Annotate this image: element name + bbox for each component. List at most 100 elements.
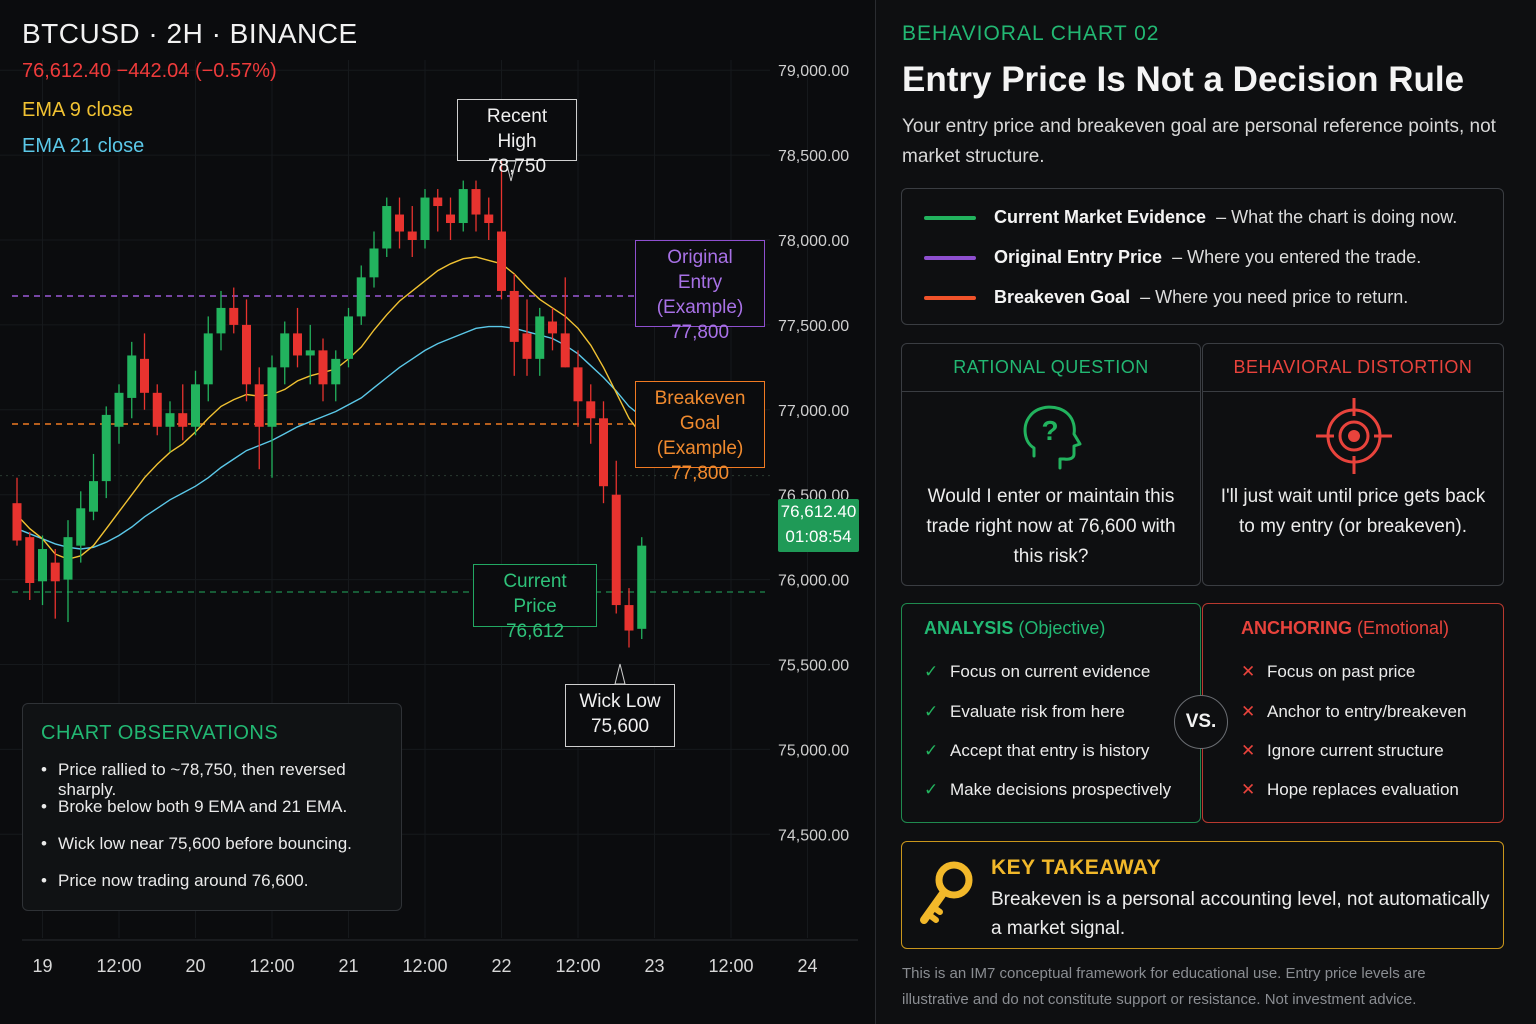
candle-up	[356, 277, 366, 317]
orange-line-swatch	[924, 296, 976, 301]
y-tick-label: 75,000.00	[778, 742, 849, 759]
anchoring-item: ✕ Anchor to entry/breakeven	[1241, 702, 1467, 721]
x-tick-label: 12:00	[402, 956, 447, 976]
candle-down	[178, 413, 188, 427]
candle-up	[76, 508, 86, 546]
observation-item: Price now trading around 76,600.	[41, 871, 401, 908]
analysis-card: ANALYSIS (Objective) ✓ Focus on current e…	[901, 603, 1201, 823]
chart-pane[interactable]: 79,000.00 78,500.00 78,000.00 77,500.00 77,0…	[0, 0, 874, 1024]
candle-down	[573, 367, 583, 402]
x-tick-label: 20	[185, 956, 205, 976]
candle-up	[458, 189, 468, 224]
head-question-icon: ?	[1023, 405, 1082, 470]
check-icon: ✓	[924, 702, 939, 721]
observations-title: CHART OBSERVATIONS	[41, 722, 279, 744]
panel-title: Entry Price Is Not a Decision Rule	[902, 60, 1465, 99]
anchoring-item: ✕ Ignore current structure	[1241, 741, 1444, 760]
candle-up	[63, 537, 73, 580]
original-entry-value: 77,800	[670, 322, 730, 343]
candle-up	[191, 384, 200, 427]
candle-down	[484, 214, 494, 224]
check-icon: ✓	[924, 662, 939, 681]
y-tick-label: 78,500.00	[778, 148, 849, 165]
current-price-label: Current Price	[503, 571, 567, 617]
x-tick-label: 21	[338, 956, 358, 976]
candle-down	[293, 333, 302, 356]
price-change-readout: 76,612.40 −442.04 (−0.57%)	[22, 60, 277, 82]
line-legend: Current Market Evidence – What the chart …	[901, 188, 1504, 325]
vs-badge: VS.	[1174, 695, 1228, 749]
candle-up	[369, 248, 379, 278]
rational-question-text: Would I enter or maintain this trade rig…	[926, 486, 1176, 567]
panel-kicker: BEHAVIORAL CHART 02	[902, 22, 1160, 45]
candle-down	[152, 392, 162, 427]
candle-up	[89, 481, 98, 512]
breakeven-goal-note: (Example)	[656, 438, 744, 459]
candle-up	[344, 316, 353, 359]
purple-line-swatch	[924, 256, 976, 261]
recent-high-callout: Recent High 78,750	[457, 99, 577, 177]
last-price-tag: 76,612.40 01:08:54	[778, 499, 859, 552]
analysis-item: ✓ Accept that entry is history	[924, 741, 1150, 760]
recent-high-value: 78,750	[487, 156, 547, 177]
candle-up	[637, 545, 647, 629]
recent-high-pointer	[505, 160, 517, 182]
observation-item: Price rallied to ~78,750, then reversed …	[41, 760, 401, 799]
candle-down	[522, 333, 532, 359]
x-tick-label: 22	[491, 956, 511, 976]
candle-down	[624, 605, 634, 631]
disclaimer: This is an IM7 conceptual framework for …	[902, 965, 1426, 1008]
last-price-value: 76,612.40	[780, 502, 857, 521]
cross-icon: ✕	[1241, 702, 1256, 721]
ema9-legend[interactable]: EMA 9 close	[22, 99, 134, 121]
x-tick-label: 12:00	[708, 956, 753, 976]
x-tick-label: 12:00	[96, 956, 141, 976]
original-entry-note: (Example)	[656, 297, 744, 318]
behavioral-distortion-header: BEHAVIORAL DISTORTION	[1203, 344, 1503, 392]
current-price-callout: Current Price 76,612	[473, 564, 597, 642]
behavioral-distortion-card: BEHAVIORAL DISTORTION I'll just wait unt…	[1202, 343, 1504, 586]
anchoring-item: ✕ Hope replaces evaluation	[1241, 780, 1459, 799]
green-line-swatch	[924, 216, 976, 221]
candle-down	[446, 214, 455, 224]
candle-down	[12, 503, 22, 541]
candle-up	[216, 307, 226, 334]
anchoring-header: ANCHORING (Emotional)	[1241, 618, 1450, 638]
observations-list: Price rallied to ~78,750, then reversed …	[41, 760, 401, 908]
original-entry-callout: Original Entry (Example) 77,800	[635, 240, 765, 343]
candle-down	[407, 231, 417, 240]
candle-up	[38, 549, 47, 582]
candle-down	[242, 324, 251, 385]
candle-down	[50, 562, 60, 582]
candle-down	[254, 384, 264, 427]
candle-down	[599, 418, 608, 487]
y-tick-label: 75,500.00	[778, 658, 849, 675]
key-icon	[920, 861, 973, 924]
candle-up	[420, 197, 430, 240]
candle-down	[395, 214, 404, 232]
candle-up	[114, 392, 124, 427]
x-tick-label: 24	[797, 956, 817, 976]
svg-text:?: ?	[1041, 415, 1058, 446]
y-tick-label: 76,000.00	[778, 573, 849, 590]
candle-up	[203, 333, 213, 385]
y-tick-label: 74,500.00	[778, 827, 849, 844]
analysis-item: ✓ Focus on current evidence	[924, 662, 1151, 681]
current-price-value: 76,612	[505, 621, 565, 642]
observation-item: Wick low near 75,600 before bouncing.	[41, 834, 401, 871]
candle-up	[280, 333, 290, 368]
y-tick-label: 77,000.00	[778, 403, 849, 420]
panel-subtitle: Your entry price and breakeven goal are …	[902, 116, 1496, 167]
key-takeaway-title: KEY TAKEAWAY	[991, 856, 1162, 879]
ema21-legend[interactable]: EMA 21 close	[22, 135, 145, 157]
candle-up	[127, 355, 137, 398]
wick-low-value: 75,600	[590, 716, 650, 737]
candle-down	[586, 401, 596, 419]
cross-icon: ✕	[1241, 741, 1256, 760]
price-chart[interactable]: 79,000.00 78,500.00 78,000.00 77,500.00 77,0…	[0, 0, 874, 1024]
candle-up	[331, 358, 341, 385]
x-tick-label: 19	[32, 956, 52, 976]
check-icon: ✓	[924, 780, 939, 799]
key-takeaway-box: KEY TAKEAWAY Breakeven is a personal acc…	[901, 841, 1504, 949]
breakeven-goal-label: Breakeven Goal	[654, 388, 746, 434]
